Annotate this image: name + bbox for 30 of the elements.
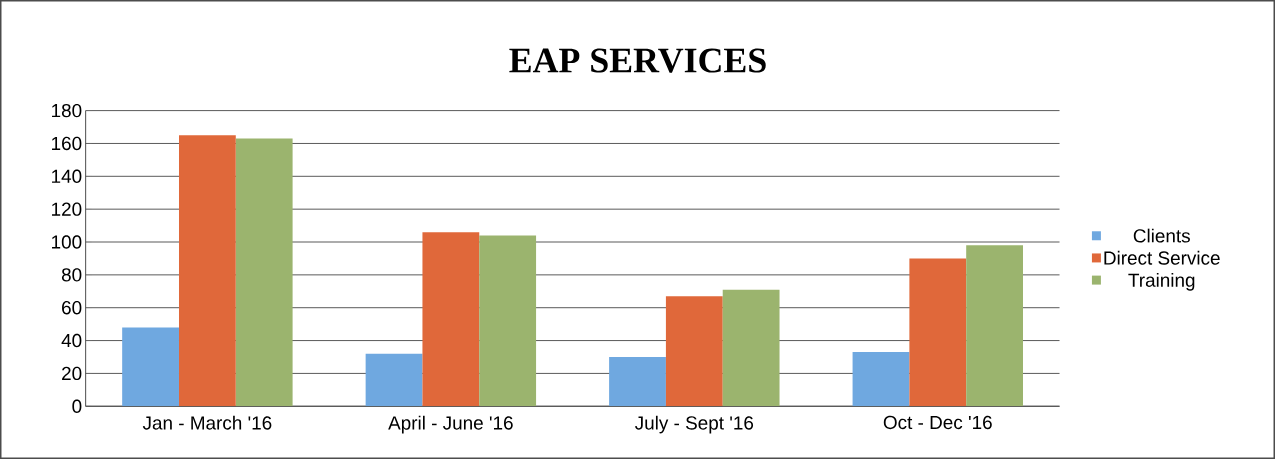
y-tick-label: 140 xyxy=(52,169,82,184)
y-tick-label: 180 xyxy=(52,103,82,118)
bar xyxy=(852,352,910,407)
y-tick-label: 100 xyxy=(52,235,82,249)
legend-label: Training xyxy=(1128,273,1195,291)
x-tick-label: Oct - Dec '16 xyxy=(883,415,992,430)
bar xyxy=(122,327,179,407)
bar xyxy=(422,232,480,407)
bar xyxy=(966,245,1023,407)
y-tick-label: 40 xyxy=(61,333,82,348)
bar xyxy=(909,258,967,407)
bar xyxy=(722,289,780,407)
bar xyxy=(178,135,236,407)
y-tick-label: 80 xyxy=(61,268,82,282)
y-tick-label: 60 xyxy=(62,301,82,315)
y-tick-label: 160 xyxy=(52,136,82,151)
x-tick-label: April - June '16 xyxy=(388,415,513,434)
y-tick-label: 0 xyxy=(72,399,82,413)
legend-label: Clients xyxy=(1133,228,1190,243)
legend-label: Direct Service xyxy=(1104,250,1220,265)
y-tick-label: 20 xyxy=(62,366,82,381)
bar xyxy=(235,138,293,407)
bar xyxy=(665,296,723,407)
y-tick-label: 120 xyxy=(52,202,82,216)
bar xyxy=(609,357,666,407)
x-tick-label: Jan - March '16 xyxy=(142,415,272,430)
chart-title: EAP SERVICES xyxy=(509,48,766,73)
x-tick-label: July - Sept '16 xyxy=(635,415,754,434)
bar xyxy=(365,353,423,407)
bar xyxy=(479,235,537,407)
